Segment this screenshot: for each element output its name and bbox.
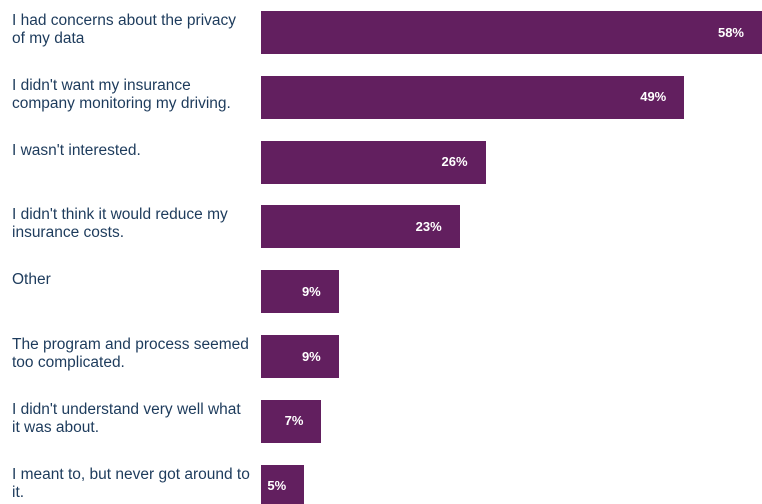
value-label: 49% — [640, 89, 667, 105]
bar — [261, 11, 762, 54]
category-label: The program and process seemed too compl… — [12, 336, 249, 371]
bar — [261, 270, 339, 314]
bar — [261, 140, 486, 184]
value-label: 7% — [284, 413, 304, 429]
bar — [261, 335, 339, 378]
value-label: 5% — [267, 478, 287, 494]
bar — [261, 205, 460, 249]
category-label: Other — [12, 271, 51, 289]
value-label: 9% — [301, 283, 321, 299]
category-label: I didn't understand very well what it wa… — [12, 400, 241, 436]
category-label: I had concerns about the privacy of my d… — [12, 12, 237, 47]
category-label: I wasn't interested. — [12, 141, 141, 159]
bar — [261, 399, 322, 443]
value-label: 23% — [415, 218, 442, 234]
category-label: I meant to, but never got around to it. — [12, 465, 250, 501]
bar — [261, 75, 685, 119]
value-label: 9% — [301, 348, 321, 364]
bar — [261, 464, 305, 504]
category-label: I didn't think it would reduce my insura… — [12, 206, 228, 242]
value-label: 58% — [717, 24, 744, 40]
value-label: 26% — [441, 154, 468, 170]
category-label: I didn't want my insurance company monit… — [12, 76, 231, 112]
